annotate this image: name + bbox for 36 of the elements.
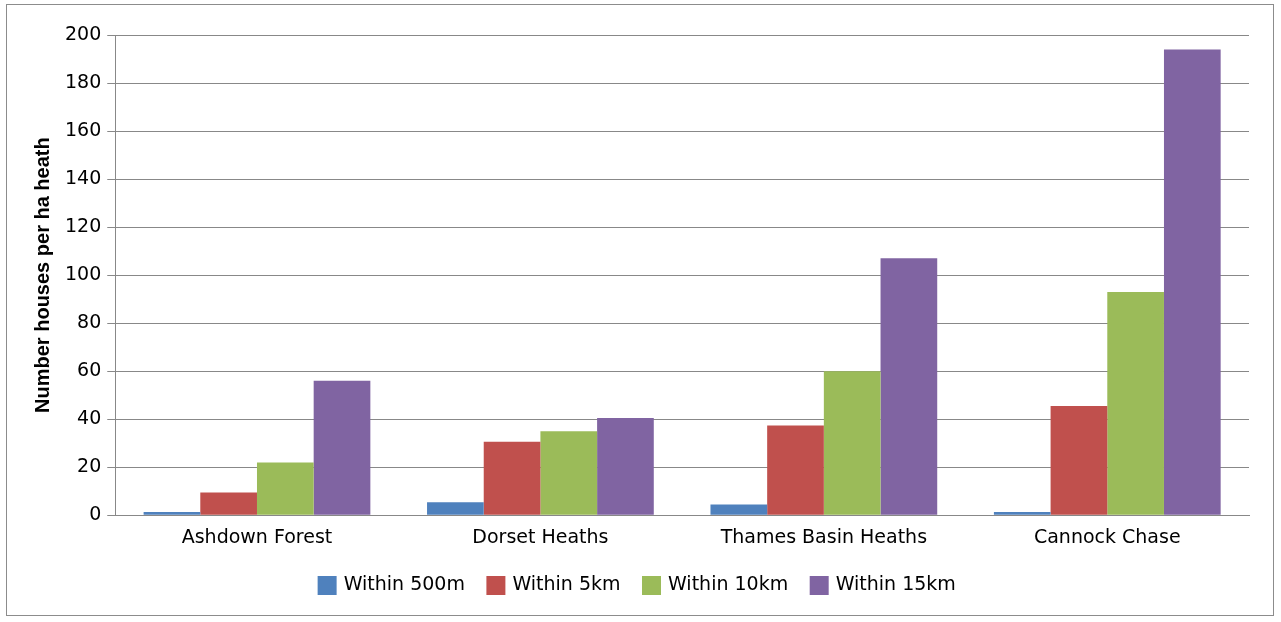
bar [1107,291,1164,515]
bar [1050,405,1108,515]
bar [256,462,314,515]
bar [427,502,484,515]
bar [823,371,881,515]
bar [540,431,598,515]
bar [767,425,824,515]
x-tick-label: Cannock Chase [1033,524,1181,547]
bar [880,258,938,515]
x-tick-label: Dorset Heaths [472,524,609,547]
y-tick-label: 0 [89,502,102,525]
legend-label: Within 5km [512,572,621,595]
y-tick-label: 200 [65,21,102,44]
legend-label: Within 15km [835,572,956,595]
bar [143,512,201,515]
legend-label: Within 10km [668,572,789,595]
bar [1163,49,1221,515]
bar [710,504,768,515]
bar [313,380,371,515]
y-tick-label: 140 [65,166,102,188]
y-tick-label: 100 [65,262,102,285]
bar [993,512,1051,515]
y-tick-label: 160 [65,117,102,140]
bar [200,492,257,515]
y-tick-label: 40 [77,406,102,429]
bar [483,441,541,515]
x-tick-label: Ashdown Forest [181,524,333,547]
y-tick-label: 80 [77,310,102,333]
legend-label: Within 500m [343,572,465,595]
y-tick-label: 60 [77,358,102,381]
bar [597,417,654,515]
y-tick-label: 120 [65,214,102,237]
y-axis-title: Number houses per ha heath [30,137,53,413]
x-tick-label: Thames Basin Heaths [719,524,928,547]
y-tick-label: 180 [65,69,102,92]
y-tick-label: 20 [77,454,102,477]
